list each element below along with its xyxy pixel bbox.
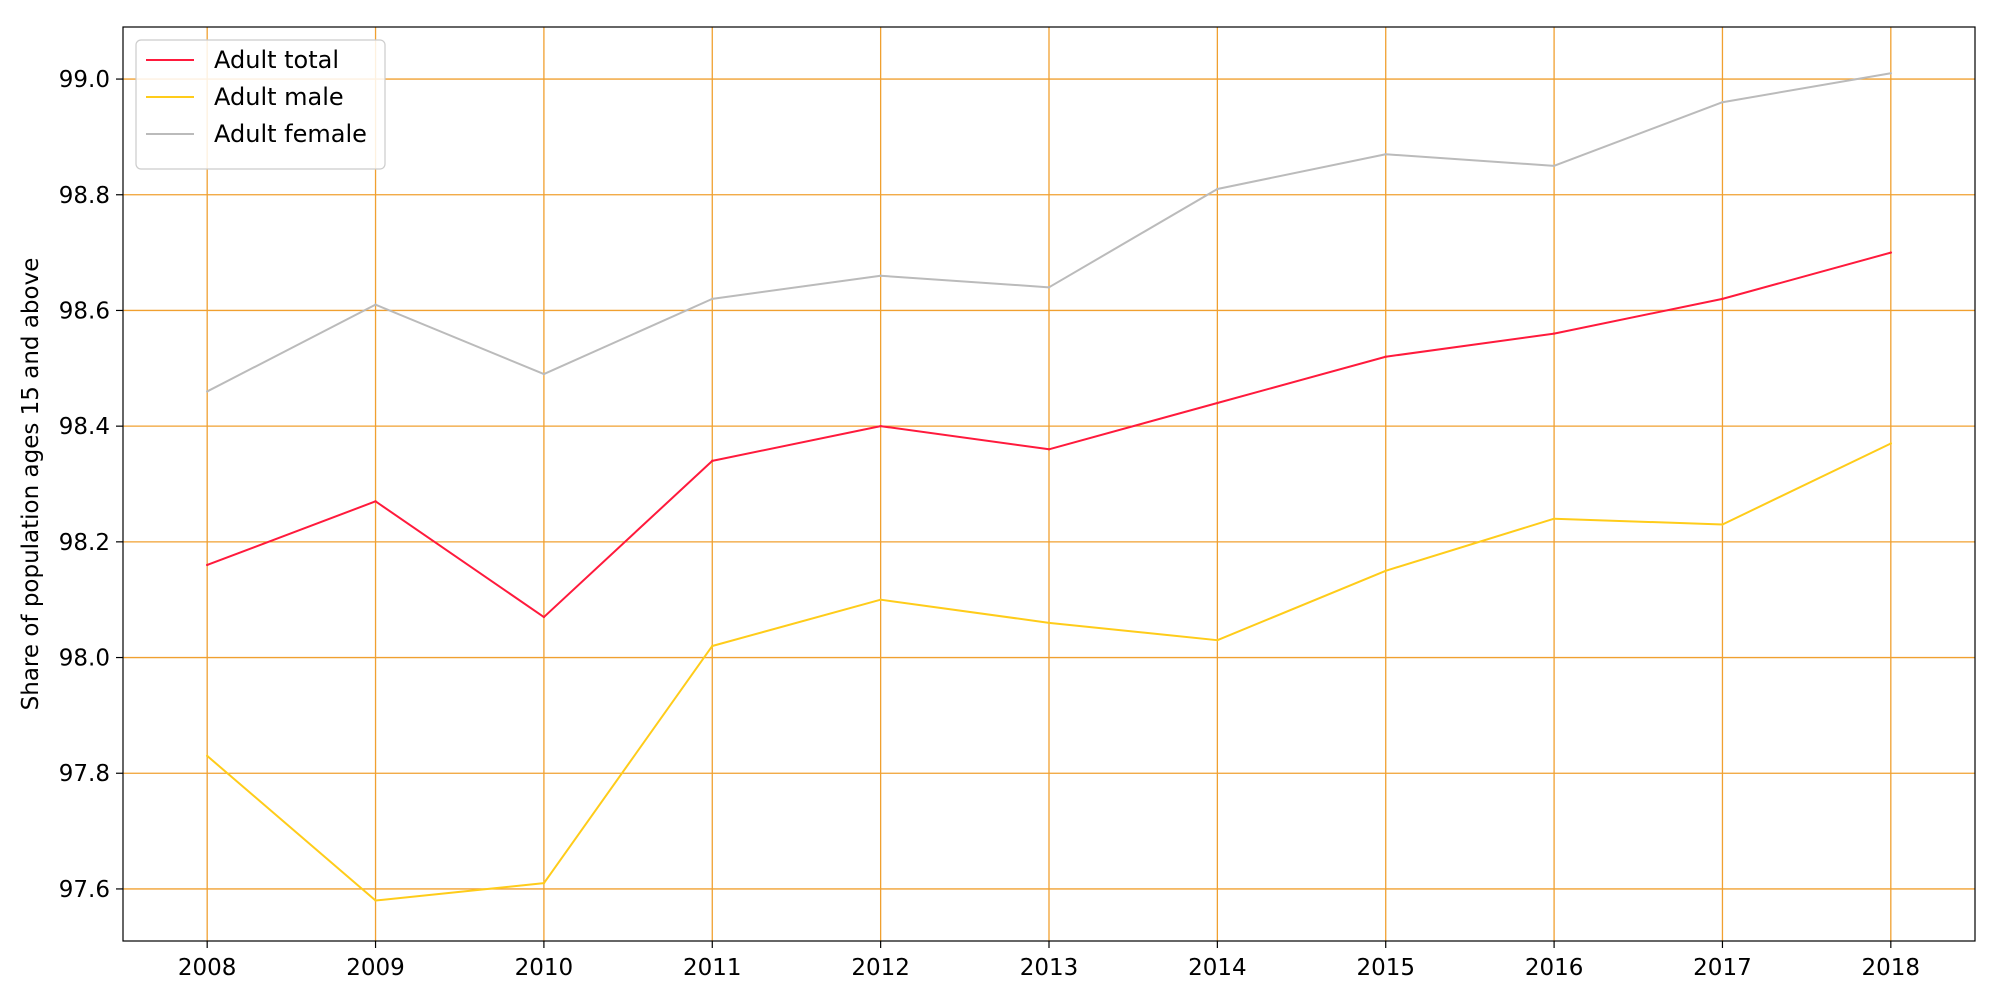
data-point <box>1552 517 1556 520</box>
data-point <box>1721 297 1724 301</box>
x-tick-label: 2016 <box>1525 955 1584 981</box>
data-point <box>374 500 377 503</box>
data-point <box>374 899 377 902</box>
data-point <box>205 754 209 758</box>
x-tick-label: 2018 <box>1862 955 1921 981</box>
x-tick-label: 2013 <box>1020 955 1079 981</box>
series-adult-female <box>205 72 1893 393</box>
y-tick-label: 98.2 <box>59 530 110 556</box>
data-point <box>542 881 546 885</box>
x-axis: 2008 2009 2010 2011 2012 2013 2014 2015 2016 2017… <box>178 941 1920 981</box>
legend-box <box>135 39 386 170</box>
data-point <box>205 563 209 567</box>
data-point <box>879 424 882 428</box>
y-tick-label: 98.4 <box>59 414 110 440</box>
series-adult-male <box>205 442 1893 902</box>
data-point <box>1047 286 1051 289</box>
x-tick-label: 2009 <box>346 955 405 981</box>
data-point <box>711 297 714 301</box>
data-point <box>542 372 546 376</box>
x-tick-label: 2015 <box>1356 955 1415 981</box>
legend-item: Adult female <box>146 120 367 148</box>
grid-lines <box>123 27 1975 941</box>
y-tick-label: 98.6 <box>59 298 110 324</box>
data-point <box>1216 187 1219 191</box>
series-adult-total <box>205 251 1893 619</box>
y-tick-label: 98.0 <box>59 646 110 672</box>
x-tick-label: 2012 <box>851 955 910 981</box>
data-point <box>1552 332 1556 335</box>
data-point <box>1889 72 1893 75</box>
data-point <box>1216 638 1219 642</box>
data-point <box>1721 101 1724 104</box>
data-point <box>711 644 714 648</box>
x-tick-label: 2017 <box>1693 955 1752 981</box>
data-point <box>542 615 546 619</box>
data-point <box>205 390 209 393</box>
legend: Adult total Adult male Adult female <box>135 39 386 170</box>
y-tick-label: 98.8 <box>59 183 110 209</box>
data-point <box>1047 448 1051 451</box>
data-point <box>879 274 882 277</box>
x-tick-label: 2010 <box>515 955 574 981</box>
data-point <box>1889 251 1893 254</box>
y-tick-label: 97.8 <box>59 761 110 787</box>
y-tick-label: 97.6 <box>59 877 110 903</box>
x-tick-label: 2014 <box>1188 955 1247 981</box>
data-point <box>1216 401 1219 405</box>
x-tick-label: 2008 <box>178 955 237 981</box>
data-point <box>1047 621 1051 625</box>
data-point <box>711 459 714 463</box>
legend-label: Adult female <box>214 120 367 148</box>
x-tick-label: 2011 <box>683 955 742 981</box>
data-point <box>374 303 377 306</box>
data-point <box>1384 153 1387 156</box>
data-point <box>1889 442 1893 445</box>
data-point <box>1384 355 1387 358</box>
y-axis: 97.6 97.8 98.0 98.2 98.4 98.6 98.8 99.0 <box>59 67 123 903</box>
data-point <box>1552 164 1556 168</box>
data-point <box>1721 523 1724 526</box>
y-axis-title: Share of population ages 15 and above <box>18 258 44 711</box>
data-point <box>879 598 882 601</box>
legend-label: Adult male <box>214 83 344 111</box>
legend-label: Adult total <box>214 46 339 74</box>
y-tick-label: 99.0 <box>59 67 110 93</box>
legend-item: Adult total <box>146 46 339 74</box>
data-point <box>1384 569 1387 572</box>
data-series <box>205 72 1893 902</box>
legend-item: Adult male <box>146 83 344 111</box>
